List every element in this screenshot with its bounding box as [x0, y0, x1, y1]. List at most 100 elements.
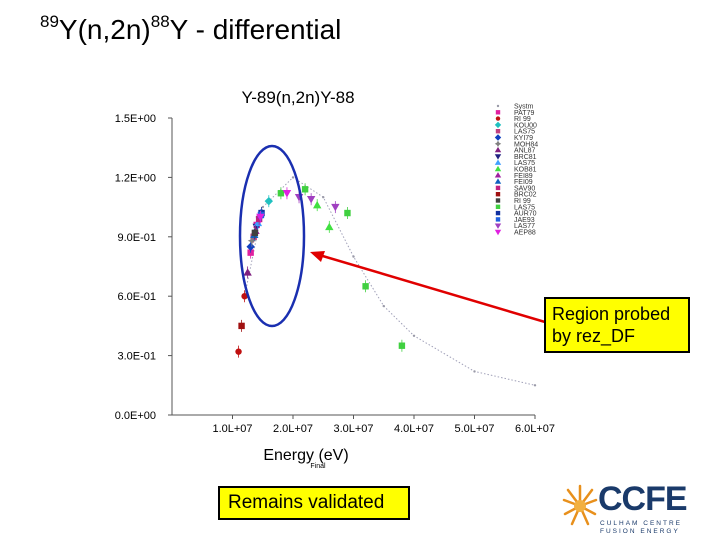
title-reaction: Y(n,2n) — [58, 14, 151, 45]
y-tick-label: 1.5E+00 — [115, 113, 156, 125]
legend-marker — [494, 121, 502, 129]
data-point — [256, 213, 265, 222]
y-tick-label: 3.0E-01 — [117, 351, 156, 363]
data-point — [291, 176, 295, 179]
data-point — [331, 203, 340, 212]
x-axis-sublabel: Final — [310, 463, 326, 470]
data-point — [382, 304, 385, 308]
legend-label: Systm — [514, 104, 534, 111]
legend-label: FEI09 — [514, 179, 533, 186]
legend-label: LAS75 — [514, 160, 535, 167]
legend-label: AEP88 — [514, 230, 536, 237]
legend-marker — [495, 217, 501, 222]
x-tick-label: 4.0L+07 — [394, 423, 434, 435]
legend-label: KOU00 — [514, 122, 537, 129]
legend-marker — [494, 140, 502, 147]
legend-marker — [495, 185, 501, 191]
logo-subtitle-line1: CULHAM CENTRE — [600, 520, 682, 527]
legend-marker — [494, 154, 502, 160]
data-point — [246, 242, 255, 251]
remains-validated-box: Remains validated — [218, 486, 410, 520]
legend-label: RI 99 — [514, 116, 531, 123]
data-point — [412, 334, 416, 337]
legend-label: BRC02 — [514, 192, 537, 199]
legend-label: PAT79 — [514, 110, 534, 117]
highlight-ellipse — [238, 144, 306, 328]
data-point — [264, 196, 273, 206]
legend-label: LAS75 — [514, 129, 535, 136]
legend-marker — [494, 223, 502, 229]
data-point — [473, 370, 476, 373]
data-point — [398, 342, 406, 349]
data-point — [243, 268, 252, 276]
callout-arrow — [315, 252, 546, 324]
y-tick-label: 6.0E-01 — [117, 291, 156, 303]
legend-label: KYI79 — [514, 135, 533, 142]
legend-marker — [495, 210, 501, 216]
data-point — [301, 186, 309, 193]
legend-marker — [494, 165, 502, 172]
logo-subtitle: CULHAM CENTRE FUSION ENERGY — [600, 520, 682, 536]
legend-label: SAV90 — [514, 185, 535, 192]
legend-marker — [496, 104, 500, 108]
legend-marker — [495, 110, 501, 115]
region-probed-box: Region probed by rez_DF — [544, 297, 690, 353]
y-tick-label: 9.0E-01 — [117, 232, 156, 244]
logo-subtitle-line2: FUSION ENERGY — [600, 528, 680, 535]
x-tick-label: 3.0L+07 — [333, 423, 373, 435]
legend-marker — [495, 129, 501, 134]
data-point — [247, 236, 257, 245]
y-tick-label: 0.0E+00 — [115, 410, 156, 422]
legend-marker — [495, 204, 501, 209]
data-point — [344, 209, 351, 217]
slide-title: 89Y(n,2n)88Y - differential — [40, 12, 342, 46]
title-mass-number: 89 — [40, 12, 59, 31]
legend-label: JAE93 — [514, 217, 535, 224]
data-point — [325, 222, 334, 231]
chart-title: Y-89(n,2n)Y-88 — [241, 88, 354, 107]
data-point — [238, 322, 245, 330]
data-point — [322, 196, 325, 199]
data-point — [362, 283, 369, 290]
data-point — [306, 195, 316, 204]
evaluation-curve — [244, 176, 536, 386]
data-point — [313, 200, 322, 209]
legend-marker — [494, 146, 502, 153]
legend-label: LAS75 — [514, 204, 535, 211]
x-tick-label: 6.0L+07 — [515, 423, 555, 435]
title-suffix: Y - differential — [169, 14, 342, 45]
ccfe-logo: CCFE CULHAM CENTRE FUSION ENERGY — [560, 478, 710, 538]
legend-marker — [495, 116, 501, 121]
legend-label: KOB81 — [514, 167, 537, 174]
data-point — [253, 218, 263, 227]
y-tick-label: 1.2E+00 — [115, 172, 156, 184]
legend-label: BRC81 — [514, 154, 537, 161]
legend-marker — [495, 192, 501, 197]
title-product-mass: 88 — [150, 12, 170, 31]
legend-label: FEI89 — [514, 173, 533, 180]
x-tick-label: 5.0L+07 — [454, 423, 494, 435]
data-point — [282, 190, 292, 198]
arrow-head — [310, 251, 325, 262]
x-tick-label: 1.0L+07 — [212, 423, 252, 435]
legend-label: RI 99 — [514, 198, 531, 205]
data-point — [235, 348, 242, 355]
legend-marker — [494, 159, 502, 165]
data-point — [352, 255, 355, 258]
x-axis-label: Energy (eV) — [263, 447, 348, 464]
legend-marker — [494, 134, 502, 141]
legend-marker — [494, 178, 502, 184]
data-point — [533, 384, 537, 387]
legend-label: ANL87 — [514, 148, 536, 155]
data-point — [241, 293, 248, 300]
legend-label: LAS77 — [514, 223, 535, 230]
data-point — [261, 205, 264, 209]
legend-label: AUR70 — [514, 211, 537, 218]
data-point — [277, 190, 285, 197]
x-tick-label: 2.0L+07 — [273, 423, 313, 435]
legend-marker — [494, 229, 502, 236]
legend-marker — [494, 172, 502, 178]
legend-label: MOH84 — [514, 141, 538, 148]
